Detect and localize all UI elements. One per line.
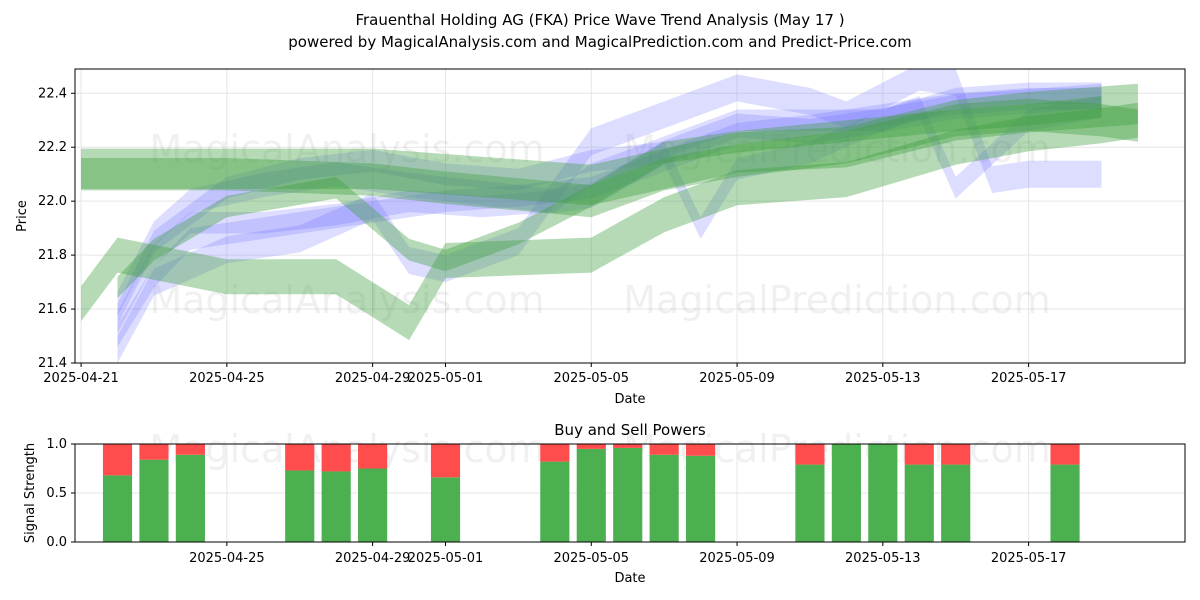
sell-bar [430, 444, 461, 478]
sell-bar [613, 444, 643, 448]
sell-bar [941, 444, 971, 465]
bottom-x-tick-label: 2025-05-17 [991, 551, 1067, 566]
buy-bar [175, 454, 205, 542]
y-tick-label: 22.0 [38, 194, 67, 209]
green-wave-band [117, 96, 1102, 299]
top-axes-frame [74, 68, 1186, 364]
watermark: MagicalPrediction.com [623, 127, 1051, 171]
sell-bar [795, 444, 825, 465]
y-tick-label: 22.2 [38, 140, 67, 155]
sell-bar [285, 444, 315, 471]
x-tick-label: 2025-04-25 [189, 371, 265, 386]
bottom-axes-frame [74, 443, 1186, 543]
buy-bar [576, 448, 606, 542]
watermark: MagicalAnalysis.com [149, 127, 544, 171]
x-tick-label: 2025-05-09 [699, 371, 775, 386]
x-tick-label: 2025-04-29 [335, 371, 411, 386]
y-tick-label: 22.4 [38, 86, 67, 101]
bottom-x-tick-label: 2025-05-09 [699, 551, 775, 566]
bottom-x-tick-label: 2025-05-05 [553, 551, 629, 566]
buy-bar [649, 454, 679, 542]
buy-bar [795, 464, 825, 542]
blue-wave-band [117, 82, 1102, 334]
buy-bar [321, 471, 351, 542]
sell-bar [102, 444, 133, 476]
top-x-axis-label: Date [614, 392, 645, 407]
bottom-y-tick-label: 0.0 [46, 535, 67, 550]
y-tick-label: 21.6 [38, 302, 67, 317]
chart-subtitle: powered by MagicalAnalysis.com and Magic… [288, 33, 912, 51]
sell-bar [649, 444, 679, 455]
sell-bar [175, 444, 205, 455]
bottom-x-tick-label: 2025-05-13 [845, 551, 921, 566]
green-wave-band [81, 102, 1138, 341]
buy-bar [904, 464, 934, 542]
buy-bar [358, 468, 388, 542]
chart-title: Frauenthal Holding AG (FKA) Price Wave T… [355, 11, 845, 29]
top-y-axis-label: Price [15, 200, 30, 232]
blue-wave-band [117, 69, 1102, 363]
x-tick-label: 2025-05-05 [553, 371, 629, 386]
bottom-x-tick-label: 2025-04-25 [189, 551, 265, 566]
sell-bar [904, 444, 934, 465]
wave-bands [81, 69, 1138, 363]
green-wave-band [81, 98, 1138, 218]
blue-wave-band [117, 87, 1102, 347]
buy-bar [831, 444, 861, 542]
buy-bar [613, 447, 643, 542]
green-wave-band [81, 83, 1138, 206]
x-tick-label: 2025-05-17 [991, 371, 1067, 386]
buy-bar [139, 459, 169, 542]
blue-wave-band [117, 83, 1102, 316]
sell-bar [686, 444, 716, 456]
sell-bar [576, 444, 606, 449]
buy-bar [285, 470, 315, 542]
bottom-y-axis-label: Signal Strength [23, 443, 38, 543]
watermark: MagicalAnalysis.com [149, 278, 544, 322]
buy-bar [868, 444, 898, 542]
bottom-x-tick-label: 2025-05-01 [408, 551, 484, 566]
buy-bar [686, 455, 716, 542]
bottom-x-tick-label: 2025-04-29 [335, 551, 411, 566]
blue-wave-band [117, 96, 1102, 326]
x-tick-label: 2025-05-13 [845, 371, 921, 386]
y-tick-label: 21.8 [38, 248, 67, 263]
sell-bar [321, 444, 351, 472]
bottom-y-tick-label: 0.5 [46, 486, 67, 501]
bottom-chart-title: Buy and Sell Powers [554, 421, 706, 439]
buy-bar [430, 477, 461, 542]
sell-bar [139, 444, 169, 460]
buy-bar [1050, 464, 1080, 542]
sell-bar [1050, 444, 1080, 465]
buy-bar [540, 461, 570, 542]
sell-bar [358, 444, 388, 469]
sell-bar [540, 444, 570, 462]
bottom-x-axis-label: Date [614, 571, 645, 586]
buy-bar [941, 464, 971, 542]
x-tick-label: 2025-04-21 [43, 371, 119, 386]
x-tick-label: 2025-05-01 [408, 371, 484, 386]
watermark: MagicalPrediction.com [623, 278, 1051, 322]
bottom-y-tick-label: 1.0 [46, 437, 67, 452]
y-tick-label: 21.4 [38, 356, 67, 371]
buy-bar [102, 475, 133, 542]
